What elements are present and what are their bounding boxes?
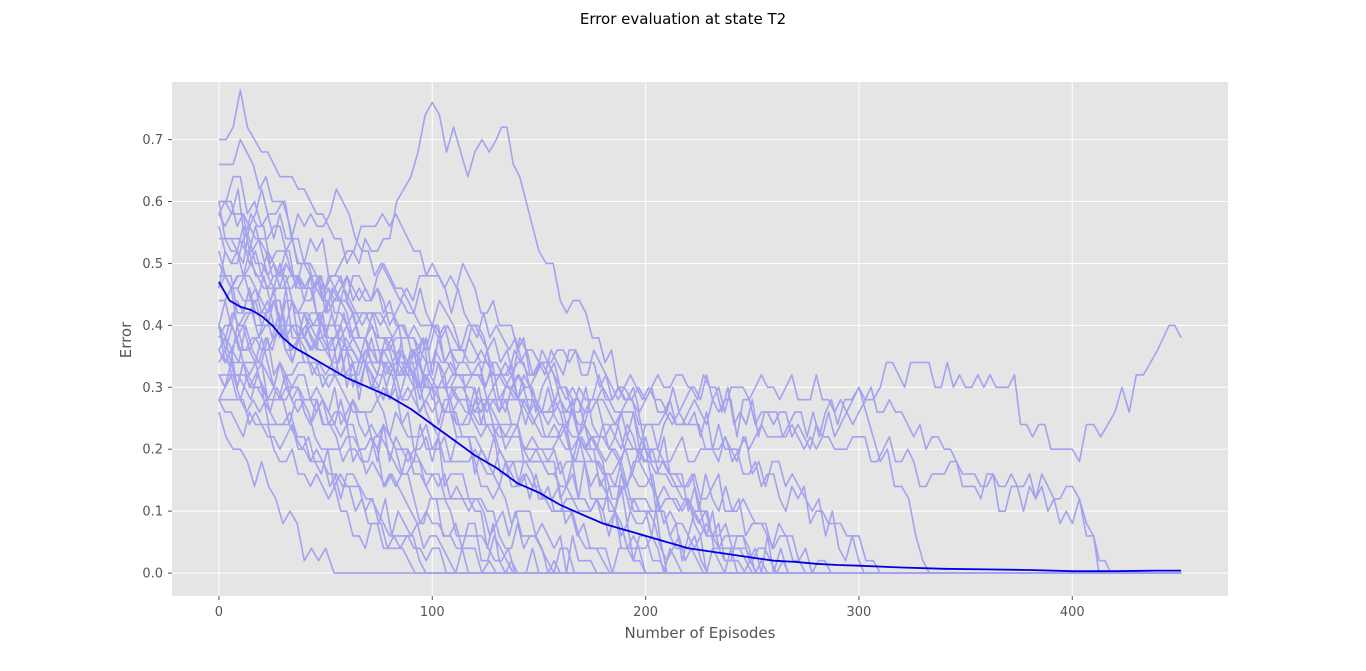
run-series-line [218,175,1182,463]
mean-series-line [218,281,1182,573]
plot-area [172,82,1228,596]
y-tick-label: 0.6 [142,195,163,210]
run-series-line [218,138,1182,574]
run-series-line [218,399,1182,574]
run-series-line [218,324,1182,574]
run-series-line [218,89,1182,574]
y-axis-ticks: 0.0 0.1 0.2 0.3 0.4 0.5 0.6 0.7 [142,133,172,582]
run-series-line [218,374,1182,574]
run-series-line [218,201,1182,574]
mean-series-group [218,281,1182,573]
x-tick-label: 200 [633,605,658,620]
run-series-line [218,325,1182,574]
run-series-line [218,188,1182,574]
run-series-line [218,226,1182,574]
run-series-line [218,374,1182,574]
y-tick-label: 0.7 [142,133,163,148]
x-tick-label: 300 [847,605,872,620]
chart-title: Error evaluation at state T2 [580,10,786,28]
run-series-line [218,349,1182,574]
run-series-line [218,263,1182,574]
x-axis-label: Number of Episodes [625,624,776,642]
run-series-line [218,287,1182,574]
run-series-group [218,89,1182,574]
run-series-line [218,312,1182,574]
x-axis-ticks: 0 100 200 300 400 [215,596,1085,620]
x-tick-label: 400 [1060,605,1085,620]
y-tick-label: 0.4 [142,319,163,334]
x-tick-label: 100 [420,605,445,620]
y-tick-label: 0.1 [142,505,163,520]
y-tick-label: 0.3 [142,381,163,396]
y-tick-label: 0.2 [142,443,163,458]
run-series-line [218,237,1182,574]
x-tick-label: 0 [215,605,223,620]
run-series-line [218,411,1182,574]
run-series-line [218,324,1182,574]
y-tick-label: 0.0 [142,567,163,582]
run-series-line [218,287,1182,574]
run-series-line [218,275,1182,574]
y-axis-label: Error [117,321,135,358]
run-series-line [218,262,1182,574]
run-series-line [218,349,1182,574]
y-tick-label: 0.5 [142,257,163,272]
